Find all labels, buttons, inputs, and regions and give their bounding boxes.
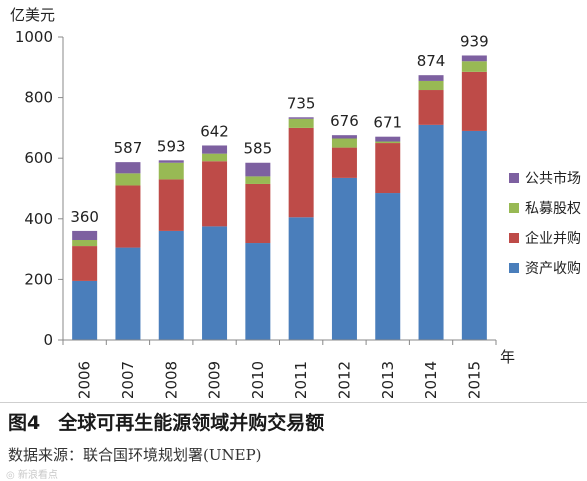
bar-segment <box>331 147 357 178</box>
bar-total-label: 360 <box>70 208 99 226</box>
bar-segment <box>461 55 487 62</box>
figure-title: 全球可再生能源领域并购交易额 <box>58 412 325 434</box>
x-axis-unit-label: 年 <box>500 348 515 366</box>
bar-segment <box>418 75 444 81</box>
bar-segment <box>331 135 357 139</box>
bar-total-label: 735 <box>287 94 316 112</box>
x-tick-label: 2015 <box>465 361 483 399</box>
bar-segment <box>418 90 444 125</box>
legend-swatch <box>509 263 519 273</box>
legend-swatch <box>509 233 519 243</box>
y-tick-label: 200 <box>24 270 53 288</box>
bar-segment <box>72 230 98 241</box>
divider <box>0 402 587 403</box>
bar-segment <box>115 247 141 340</box>
x-tick-label: 2013 <box>379 361 397 399</box>
y-tick-label: 400 <box>24 210 53 228</box>
bar-segment <box>288 117 314 119</box>
y-tick-label: 600 <box>24 149 53 167</box>
x-axis-labels: 2006 2007 2008 2009 2010 2011 2012 2013 2014 2015 <box>62 340 497 399</box>
bar-total-label: 642 <box>200 122 229 140</box>
bar-segment <box>288 118 314 128</box>
bar-total-label: 676 <box>330 112 359 130</box>
x-tick-label: 2010 <box>249 361 267 399</box>
x-tick-label: 2014 <box>422 361 440 399</box>
bar-segment <box>331 138 357 148</box>
bar-segment <box>245 162 271 177</box>
bar-segment <box>72 240 98 247</box>
bar-segment <box>331 177 357 340</box>
watermark: ◎ 新浪看点 <box>6 470 58 481</box>
x-tick-label: 2009 <box>206 361 224 399</box>
x-tick-label: 2012 <box>335 361 353 399</box>
source-note: 数据来源：联合国环境规划署(UNEP) <box>8 446 262 464</box>
x-tick-label: 2011 <box>292 361 310 399</box>
bar-segment <box>245 183 271 244</box>
bar-total-label: 585 <box>244 140 273 158</box>
bars-group <box>72 55 487 341</box>
bar-segment <box>461 71 487 131</box>
figure-number: 图4 <box>8 412 41 434</box>
bar-segment <box>115 162 141 174</box>
bar-segment <box>202 226 228 340</box>
bar-total-label: 939 <box>460 32 489 50</box>
x-tick-label: 2007 <box>119 361 137 399</box>
bar-segment <box>115 185 141 248</box>
bar-segment <box>418 124 444 341</box>
legend-swatch <box>509 173 519 183</box>
figure-caption: 图4 全球可再生能源领域并购交易额 <box>8 408 324 435</box>
legend-swatch <box>509 203 519 213</box>
bar-segment <box>72 280 98 340</box>
bar-segment <box>375 143 401 194</box>
x-tick-label: 2006 <box>76 361 94 399</box>
legend-label: 公共市场 <box>525 170 581 187</box>
y-tick-label: 1000 <box>15 28 53 46</box>
bar-segment <box>202 153 228 162</box>
bar-segment <box>288 127 314 218</box>
bar-total-label: 593 <box>157 137 186 155</box>
bar-segment <box>418 80 444 91</box>
y-axis-unit-label: 亿美元 <box>10 6 55 24</box>
bar-segment <box>288 217 314 340</box>
bar-total-labels: 360 587 593 642 585 735 676 671 874 939 <box>70 32 488 225</box>
bar-segment <box>72 246 98 281</box>
legend-label: 资产收购 <box>525 261 581 277</box>
bar-segment <box>158 230 184 340</box>
bar-segment <box>115 173 141 186</box>
bar-segment <box>461 61 487 72</box>
bar-segment <box>375 136 401 142</box>
bar-total-label: 671 <box>373 114 402 132</box>
x-tick-label: 2008 <box>162 361 180 399</box>
bar-segment <box>158 179 184 231</box>
y-tick-label: 0 <box>43 331 53 349</box>
bar-total-label: 587 <box>114 139 143 157</box>
bar-segment <box>245 176 271 184</box>
bar-segment <box>245 243 271 340</box>
bar-segment <box>202 161 228 227</box>
bar-segment <box>375 193 401 340</box>
bar-segment <box>158 162 184 180</box>
legend-label: 企业并购 <box>525 230 581 247</box>
bar-segment <box>202 145 228 154</box>
bar-segment <box>375 141 401 144</box>
bar-segment <box>158 160 184 163</box>
bar-segment <box>461 130 487 340</box>
bar-total-label: 874 <box>417 52 446 70</box>
y-tick-label: 800 <box>24 89 53 107</box>
legend-label: 私募股权 <box>525 201 581 217</box>
y-axis: 0 200 400 600 800 1000 <box>15 28 63 349</box>
